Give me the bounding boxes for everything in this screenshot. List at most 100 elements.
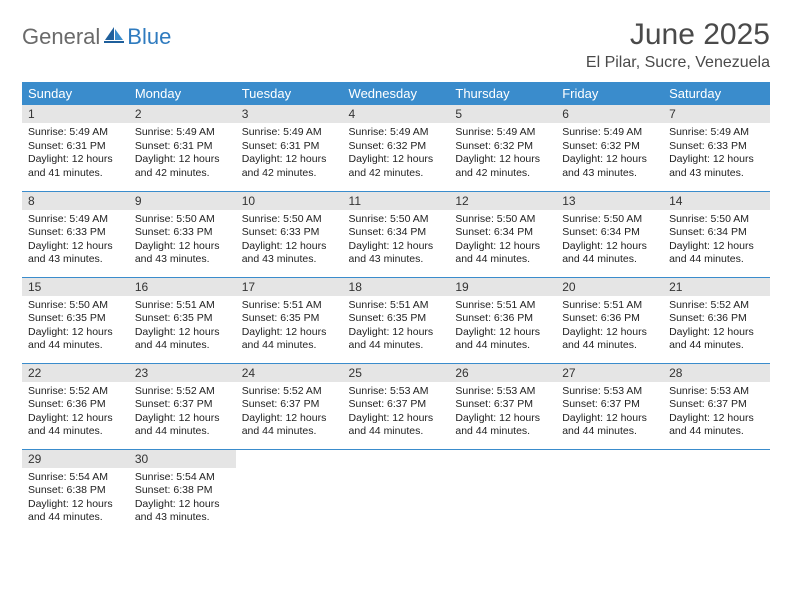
- day-number: 22: [22, 364, 129, 382]
- sunset-text: Sunset: 6:38 PM: [135, 484, 230, 498]
- logo-sail-icon: [104, 26, 124, 49]
- sunrise-text: Sunrise: 5:52 AM: [28, 385, 123, 399]
- cell-body: Sunrise: 5:51 AMSunset: 6:35 PMDaylight:…: [129, 296, 236, 358]
- sunset-text: Sunset: 6:37 PM: [669, 398, 764, 412]
- day-number: 25: [343, 364, 450, 382]
- calendar-cell: 14Sunrise: 5:50 AMSunset: 6:34 PMDayligh…: [663, 191, 770, 277]
- daylight-text: Daylight: 12 hours and 44 minutes.: [669, 240, 764, 267]
- sunset-text: Sunset: 6:37 PM: [455, 398, 550, 412]
- day-number: 13: [556, 192, 663, 210]
- month-title: June 2025: [586, 18, 770, 52]
- calendar-cell: 16Sunrise: 5:51 AMSunset: 6:35 PMDayligh…: [129, 277, 236, 363]
- calendar-cell: 8Sunrise: 5:49 AMSunset: 6:33 PMDaylight…: [22, 191, 129, 277]
- cell-body: Sunrise: 5:50 AMSunset: 6:34 PMDaylight:…: [449, 210, 556, 272]
- daylight-text: Daylight: 12 hours and 41 minutes.: [28, 153, 123, 180]
- cell-body: Sunrise: 5:49 AMSunset: 6:33 PMDaylight:…: [22, 210, 129, 272]
- daylight-text: Daylight: 12 hours and 42 minutes.: [135, 153, 230, 180]
- weekday-header-row: Sunday Monday Tuesday Wednesday Thursday…: [22, 82, 770, 105]
- calendar-cell: 19Sunrise: 5:51 AMSunset: 6:36 PMDayligh…: [449, 277, 556, 363]
- sunset-text: Sunset: 6:36 PM: [562, 312, 657, 326]
- calendar-cell: 17Sunrise: 5:51 AMSunset: 6:35 PMDayligh…: [236, 277, 343, 363]
- sunrise-text: Sunrise: 5:51 AM: [455, 299, 550, 313]
- calendar-row: 8Sunrise: 5:49 AMSunset: 6:33 PMDaylight…: [22, 191, 770, 277]
- day-number: 6: [556, 105, 663, 123]
- day-number: 28: [663, 364, 770, 382]
- sunset-text: Sunset: 6:38 PM: [28, 484, 123, 498]
- daylight-text: Daylight: 12 hours and 44 minutes.: [455, 326, 550, 353]
- calendar-cell: 15Sunrise: 5:50 AMSunset: 6:35 PMDayligh…: [22, 277, 129, 363]
- daylight-text: Daylight: 12 hours and 43 minutes.: [135, 240, 230, 267]
- sunrise-text: Sunrise: 5:52 AM: [242, 385, 337, 399]
- calendar-cell: 5Sunrise: 5:49 AMSunset: 6:32 PMDaylight…: [449, 105, 556, 191]
- daylight-text: Daylight: 12 hours and 42 minutes.: [455, 153, 550, 180]
- cell-body: Sunrise: 5:49 AMSunset: 6:32 PMDaylight:…: [449, 123, 556, 185]
- sunset-text: Sunset: 6:36 PM: [669, 312, 764, 326]
- weekday-thursday: Thursday: [449, 82, 556, 105]
- calendar-cell: [236, 449, 343, 535]
- day-number: 2: [129, 105, 236, 123]
- sunrise-text: Sunrise: 5:50 AM: [669, 213, 764, 227]
- cell-body: Sunrise: 5:53 AMSunset: 6:37 PMDaylight:…: [556, 382, 663, 444]
- calendar-cell: [343, 449, 450, 535]
- day-number: 11: [343, 192, 450, 210]
- title-block: June 2025 El Pilar, Sucre, Venezuela: [586, 18, 770, 72]
- calendar-cell: 13Sunrise: 5:50 AMSunset: 6:34 PMDayligh…: [556, 191, 663, 277]
- sunset-text: Sunset: 6:34 PM: [669, 226, 764, 240]
- cell-body: Sunrise: 5:49 AMSunset: 6:31 PMDaylight:…: [129, 123, 236, 185]
- sunset-text: Sunset: 6:33 PM: [28, 226, 123, 240]
- cell-body: Sunrise: 5:49 AMSunset: 6:31 PMDaylight:…: [236, 123, 343, 185]
- sunrise-text: Sunrise: 5:49 AM: [455, 126, 550, 140]
- sunset-text: Sunset: 6:33 PM: [135, 226, 230, 240]
- calendar-row: 22Sunrise: 5:52 AMSunset: 6:36 PMDayligh…: [22, 363, 770, 449]
- cell-body: Sunrise: 5:50 AMSunset: 6:33 PMDaylight:…: [236, 210, 343, 272]
- cell-body: Sunrise: 5:53 AMSunset: 6:37 PMDaylight:…: [663, 382, 770, 444]
- day-number: 29: [22, 450, 129, 468]
- sunset-text: Sunset: 6:31 PM: [28, 140, 123, 154]
- calendar-cell: 11Sunrise: 5:50 AMSunset: 6:34 PMDayligh…: [343, 191, 450, 277]
- daylight-text: Daylight: 12 hours and 42 minutes.: [349, 153, 444, 180]
- daylight-text: Daylight: 12 hours and 44 minutes.: [562, 240, 657, 267]
- sunrise-text: Sunrise: 5:49 AM: [28, 126, 123, 140]
- calendar-cell: 24Sunrise: 5:52 AMSunset: 6:37 PMDayligh…: [236, 363, 343, 449]
- calendar-cell: 28Sunrise: 5:53 AMSunset: 6:37 PMDayligh…: [663, 363, 770, 449]
- sunrise-text: Sunrise: 5:53 AM: [455, 385, 550, 399]
- sunrise-text: Sunrise: 5:53 AM: [349, 385, 444, 399]
- calendar-cell: 2Sunrise: 5:49 AMSunset: 6:31 PMDaylight…: [129, 105, 236, 191]
- daylight-text: Daylight: 12 hours and 44 minutes.: [455, 412, 550, 439]
- sunset-text: Sunset: 6:34 PM: [562, 226, 657, 240]
- page-header: General Blue June 2025 El Pilar, Sucre, …: [22, 18, 770, 72]
- weekday-saturday: Saturday: [663, 82, 770, 105]
- daylight-text: Daylight: 12 hours and 43 minutes.: [242, 240, 337, 267]
- daylight-text: Daylight: 12 hours and 44 minutes.: [28, 498, 123, 525]
- day-number: 19: [449, 278, 556, 296]
- daylight-text: Daylight: 12 hours and 43 minutes.: [135, 498, 230, 525]
- cell-body: Sunrise: 5:49 AMSunset: 6:31 PMDaylight:…: [22, 123, 129, 185]
- calendar-cell: 7Sunrise: 5:49 AMSunset: 6:33 PMDaylight…: [663, 105, 770, 191]
- logo: General Blue: [22, 18, 171, 50]
- calendar-cell: 9Sunrise: 5:50 AMSunset: 6:33 PMDaylight…: [129, 191, 236, 277]
- sunrise-text: Sunrise: 5:50 AM: [455, 213, 550, 227]
- weekday-monday: Monday: [129, 82, 236, 105]
- daylight-text: Daylight: 12 hours and 43 minutes.: [28, 240, 123, 267]
- sunset-text: Sunset: 6:37 PM: [242, 398, 337, 412]
- daylight-text: Daylight: 12 hours and 42 minutes.: [242, 153, 337, 180]
- sunset-text: Sunset: 6:35 PM: [28, 312, 123, 326]
- day-number: 12: [449, 192, 556, 210]
- daylight-text: Daylight: 12 hours and 44 minutes.: [669, 412, 764, 439]
- day-number: 3: [236, 105, 343, 123]
- sunset-text: Sunset: 6:36 PM: [28, 398, 123, 412]
- sunset-text: Sunset: 6:37 PM: [562, 398, 657, 412]
- sunrise-text: Sunrise: 5:49 AM: [135, 126, 230, 140]
- calendar-cell: 22Sunrise: 5:52 AMSunset: 6:36 PMDayligh…: [22, 363, 129, 449]
- day-number: 1: [22, 105, 129, 123]
- calendar-table: Sunday Monday Tuesday Wednesday Thursday…: [22, 82, 770, 535]
- cell-body: Sunrise: 5:51 AMSunset: 6:36 PMDaylight:…: [556, 296, 663, 358]
- sunrise-text: Sunrise: 5:51 AM: [242, 299, 337, 313]
- calendar-cell: 4Sunrise: 5:49 AMSunset: 6:32 PMDaylight…: [343, 105, 450, 191]
- sunrise-text: Sunrise: 5:50 AM: [242, 213, 337, 227]
- sunset-text: Sunset: 6:34 PM: [349, 226, 444, 240]
- weekday-friday: Friday: [556, 82, 663, 105]
- cell-body: Sunrise: 5:49 AMSunset: 6:32 PMDaylight:…: [556, 123, 663, 185]
- daylight-text: Daylight: 12 hours and 43 minutes.: [349, 240, 444, 267]
- cell-body: Sunrise: 5:51 AMSunset: 6:36 PMDaylight:…: [449, 296, 556, 358]
